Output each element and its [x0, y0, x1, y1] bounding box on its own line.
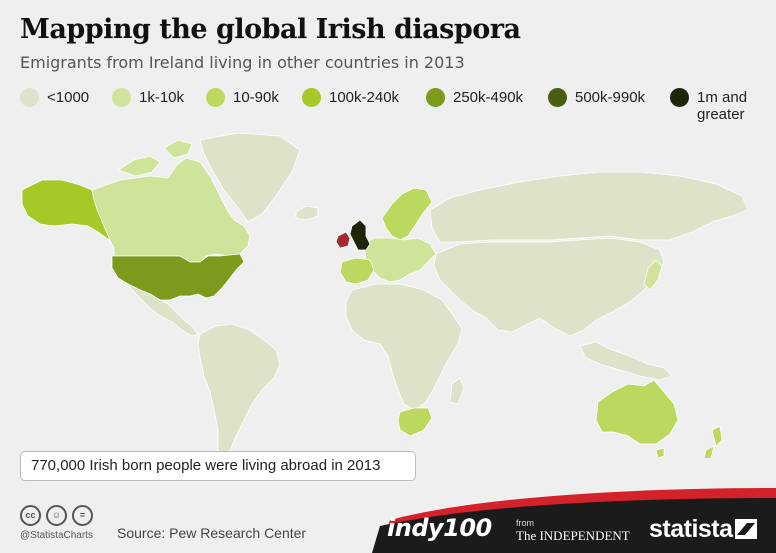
- country-ireland: [335, 231, 351, 249]
- legend-item-500k-990k: 500k-990k: [548, 88, 645, 107]
- indy100-logo: indy100: [387, 514, 492, 542]
- legend-swatch: [206, 88, 225, 107]
- person-icon: ☺: [46, 505, 67, 526]
- continent-south-america: [197, 323, 281, 457]
- independent-logo: The INDEPENDENT: [516, 528, 630, 543]
- legend-label: 500k-990k: [575, 89, 646, 106]
- statista-logo: statista: [649, 515, 733, 543]
- legend-item-10-90k: 10-90k: [206, 88, 279, 107]
- country-new-zealand: [703, 425, 723, 458]
- license-icons: cc ☺ =: [20, 505, 98, 526]
- region-scandinavia: [381, 187, 433, 241]
- statista-mark-icon: [735, 519, 757, 539]
- legend-swatch: [670, 88, 689, 107]
- country-canada-islands: [117, 139, 193, 177]
- country-spain: [339, 257, 375, 285]
- country-south-africa: [397, 407, 433, 437]
- legend-swatch: [426, 88, 445, 107]
- page-subtitle: Emigrants from Ireland living in other c…: [20, 53, 465, 72]
- legend-label: <1000: [47, 89, 90, 106]
- continent-africa: [345, 283, 463, 411]
- from-label: from: [516, 518, 534, 528]
- world-map: [21, 132, 749, 458]
- legend-label: 250k-490k: [453, 89, 524, 106]
- cc-icon: cc: [20, 505, 41, 526]
- continent-asia: [433, 237, 665, 337]
- legend-swatch: [302, 88, 321, 107]
- legend-label: 1k-10k: [139, 89, 185, 106]
- page-title: Mapping the global Irish diaspora: [20, 14, 521, 45]
- legend-swatch: [548, 88, 567, 107]
- legend: <1000 1k-10k 10-90k 100k-240k 250k-490k …: [20, 88, 760, 128]
- country-madagascar: [449, 377, 465, 405]
- country-australia-tasmania: [655, 447, 665, 458]
- country-united-states: [111, 253, 245, 301]
- equals-icon: =: [72, 505, 93, 526]
- statista-handle: @StatistaCharts: [20, 530, 93, 541]
- source-text: Source: Pew Research Center: [117, 525, 307, 541]
- legend-label: 100k-240k: [329, 89, 400, 106]
- country-japan: [643, 259, 663, 291]
- country-greenland: [199, 132, 301, 223]
- legend-swatch: [112, 88, 131, 107]
- country-australia: [595, 379, 679, 445]
- country-iceland: [295, 205, 319, 221]
- legend-item-1m-and-greater: 1m and greater: [670, 88, 757, 123]
- legend-label: 1m and greater: [697, 89, 748, 123]
- legend-item-1k-10k: 1k-10k: [112, 88, 184, 107]
- region-southeast-asia-islands: [579, 341, 673, 381]
- continent-europe: [363, 237, 437, 283]
- legend-item-under-1000: <1000: [20, 88, 89, 107]
- legend-item-100k-240k: 100k-240k: [302, 88, 399, 107]
- diaspora-total-note: 770,000 Irish born people were living ab…: [20, 451, 416, 481]
- country-mexico: [127, 283, 199, 337]
- legend-swatch: [20, 88, 39, 107]
- legend-item-250k-490k: 250k-490k: [426, 88, 523, 107]
- legend-label: 10-90k: [233, 89, 279, 106]
- country-united-kingdom: [349, 219, 371, 251]
- country-russia: [429, 171, 749, 243]
